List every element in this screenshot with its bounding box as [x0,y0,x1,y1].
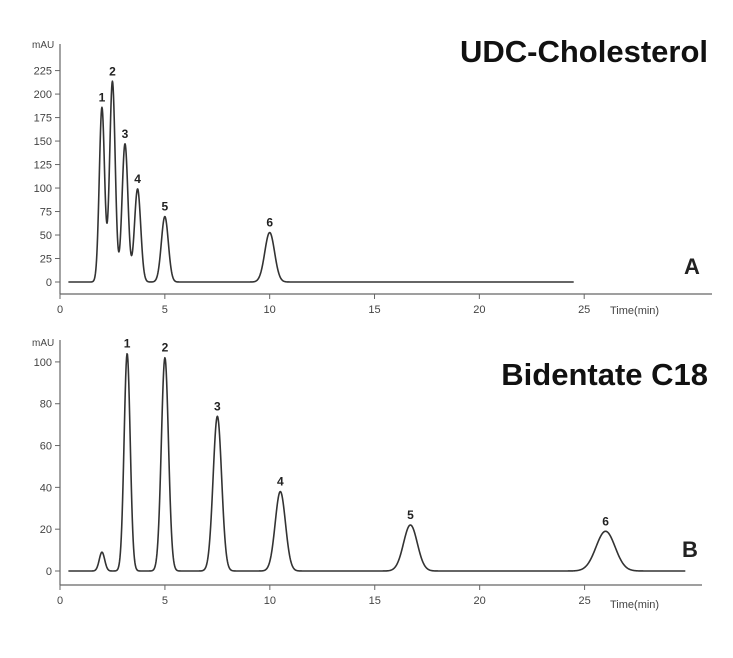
panel-a-y-ticks: 0 25 50 75 100 125 150 175 200 225 [34,66,60,289]
peak-label: 3 [214,399,221,413]
panel-b-y-ticks: 0 20 40 60 80 100 [34,357,60,578]
y-tick-label: 20 [40,524,52,536]
peak-label: 1 [99,90,106,104]
x-tick-label: 15 [369,595,381,607]
peak-label: 2 [109,64,116,78]
x-tick-label: 10 [264,595,276,607]
y-tick-label: 175 [34,113,52,125]
peak-label: 3 [122,127,129,141]
x-tick-label: 20 [474,595,486,607]
y-tick-label: 75 [40,207,52,219]
peak-label: 5 [407,508,414,522]
x-tick-label: 5 [162,304,168,316]
panel-a-title: UDC-Cholesterol [460,34,708,69]
panel-b-peak-labels: 1 2 3 4 5 6 [124,337,609,529]
panel-a-chart: UDC-Cholesterol A mAU Time(min) 0 5 10 15 20… [32,34,712,317]
peak-label: 6 [266,216,273,230]
y-tick-label: 200 [34,89,52,101]
y-tick-label: 100 [34,357,52,369]
panel-a-y-unit: mAU [32,40,54,51]
y-tick-label: 225 [34,66,52,78]
y-tick-label: 50 [40,230,52,242]
panel-b-letter: B [682,537,698,562]
x-tick-label: 10 [264,304,276,316]
x-tick-label: 5 [162,595,168,607]
x-tick-label: 20 [473,304,485,316]
peak-label: 4 [277,475,284,489]
y-tick-label: 100 [34,183,52,195]
panel-b-x-ticks: 0 5 10 15 20 25 [57,585,591,607]
y-tick-label: 150 [34,136,52,148]
peak-label: 2 [162,341,169,355]
y-tick-label: 40 [40,482,52,494]
y-tick-label: 25 [40,254,52,266]
y-tick-label: 80 [40,399,52,411]
panel-a-letter: A [684,254,700,279]
x-tick-label: 0 [57,304,63,316]
y-tick-label: 0 [46,277,52,289]
y-tick-label: 60 [40,441,52,453]
x-tick-label: 0 [57,595,63,607]
peak-label: 1 [124,337,131,351]
x-tick-label: 25 [578,304,590,316]
y-tick-label: 125 [34,160,52,172]
panel-a-x-axis-label: Time(min) [610,305,659,317]
panel-a-x-ticks: 0 5 10 15 20 25 [57,294,590,316]
panel-b-chart: Bidentate C18 B mAU Time(min) 0 5 10 15 20 25… [32,337,708,611]
y-tick-label: 0 [46,566,52,578]
peak-label: 5 [161,200,168,214]
x-tick-label: 15 [368,304,380,316]
panel-a-trace [67,80,575,283]
peak-label: 6 [602,514,609,528]
panel-b-trace [68,353,686,572]
panel-a-peak-labels: 12 3 4 5 6 [99,64,274,229]
x-tick-label: 25 [578,595,590,607]
panel-b-x-axis-label: Time(min) [610,599,659,611]
panel-b-title: Bidentate C18 [501,357,708,392]
panel-b-y-unit: mAU [32,338,54,349]
peak-label: 4 [134,172,141,186]
